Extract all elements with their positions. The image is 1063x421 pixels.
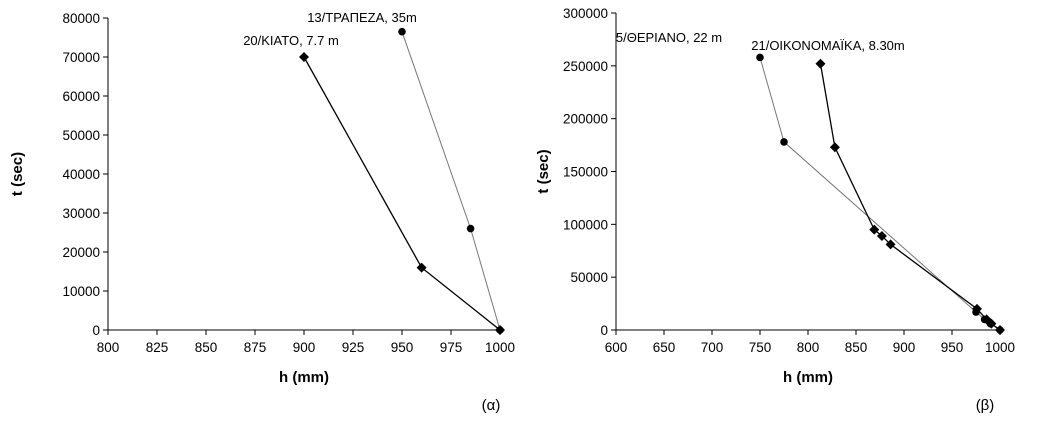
data-point-diamond	[885, 239, 896, 250]
series-annotation: 5/ΘΕΡΙΑΝΟ, 22 m	[616, 30, 722, 45]
y-tick-label: 200000	[563, 112, 608, 127]
x-tick-label: 700	[701, 340, 724, 355]
data-point-diamond	[995, 325, 1005, 335]
series-line	[303, 56, 501, 331]
y-axis-label: t (sec)	[9, 152, 26, 196]
x-axis-label: h (mm)	[279, 369, 329, 386]
y-tick-label: 10000	[62, 284, 100, 299]
series-annotation: 13/ΤΡΑΠΕΖΑ, 35m	[307, 10, 417, 25]
series-annotation: 21/ΟΙΚΟΝΟΜΑΪΚΑ, 8.30m	[751, 38, 905, 53]
x-tick-label: 850	[195, 340, 218, 355]
y-tick-label: 30000	[62, 206, 100, 221]
y-tick-label: 300000	[563, 6, 608, 21]
data-point-diamond	[981, 314, 992, 325]
x-tick-label: 650	[653, 340, 676, 355]
y-tick-label: 40000	[62, 167, 100, 182]
data-point-diamond	[416, 262, 427, 273]
x-tick-label: 1000	[485, 340, 515, 355]
data-point-circle	[756, 53, 764, 62]
series-1: 20/ΚΙΑΤΟ, 7.7 m	[243, 33, 505, 335]
y-tick-label: 0	[600, 323, 608, 338]
y-tick-label: 250000	[563, 59, 608, 74]
series-annotation: 20/ΚΙΑΤΟ, 7.7 m	[243, 33, 339, 48]
data-point-diamond	[299, 52, 309, 62]
x-tick-label: 850	[845, 340, 868, 355]
x-tick-label: 1000	[985, 340, 1015, 355]
series-line	[759, 57, 1001, 331]
x-tick-label: 800	[97, 340, 120, 355]
y-tick-label: 80000	[62, 11, 100, 26]
y-tick-label: 50000	[62, 128, 100, 143]
data-point-circle	[496, 326, 504, 334]
x-tick-label: 925	[342, 340, 365, 355]
series-2: 21/ΟΙΚΟΝΟΜΑΪΚΑ, 8.30m	[751, 38, 1005, 335]
data-point-diamond	[815, 58, 826, 69]
y-tick-label: 100000	[563, 217, 608, 232]
series-1: 5/ΘΕΡΙΑΝΟ, 22 m	[616, 30, 1004, 334]
data-point-diamond	[876, 230, 887, 241]
x-tick-label: 950	[391, 340, 414, 355]
series-2: 13/ΤΡΑΠΕΖΑ, 35m	[307, 10, 504, 334]
x-tick-label: 900	[293, 340, 316, 355]
y-tick-label: 150000	[563, 165, 608, 180]
x-tick-label: 800	[797, 340, 820, 355]
x-tick-label: 875	[244, 340, 267, 355]
y-tick-label: 20000	[62, 245, 100, 260]
y-tick-label: 60000	[62, 89, 100, 104]
data-point-diamond	[971, 303, 982, 314]
x-tick-label: 825	[146, 340, 169, 355]
data-point-diamond	[829, 142, 840, 153]
series-line	[819, 63, 1001, 331]
panel-label: (α)	[482, 397, 501, 414]
y-tick-label: 50000	[570, 270, 608, 285]
x-tick-label: 750	[749, 340, 772, 355]
y-tick-label: 70000	[62, 50, 100, 65]
y-tick-label: 0	[92, 323, 100, 338]
x-tick-label: 600	[605, 340, 628, 355]
data-point-circle	[466, 224, 475, 233]
x-tick-label: 975	[440, 340, 463, 355]
x-tick-label: 900	[893, 340, 916, 355]
panel-label: (β)	[976, 397, 995, 414]
data-point-circle	[780, 138, 788, 146]
chart-panel-2: 0 50000 100000 150000 200000 250000 300000 600 6…	[535, 6, 1015, 414]
series-line	[401, 31, 501, 331]
x-axis-label: h (mm)	[783, 369, 833, 386]
x-tick-label: 950	[941, 340, 964, 355]
chart-panel-1: 0 10000 20000 30000 40000 50000 60000 70000 8000…	[9, 10, 515, 414]
data-point-diamond	[869, 224, 880, 235]
data-point-circle	[398, 27, 406, 36]
y-axis-label: t (sec)	[535, 149, 552, 193]
